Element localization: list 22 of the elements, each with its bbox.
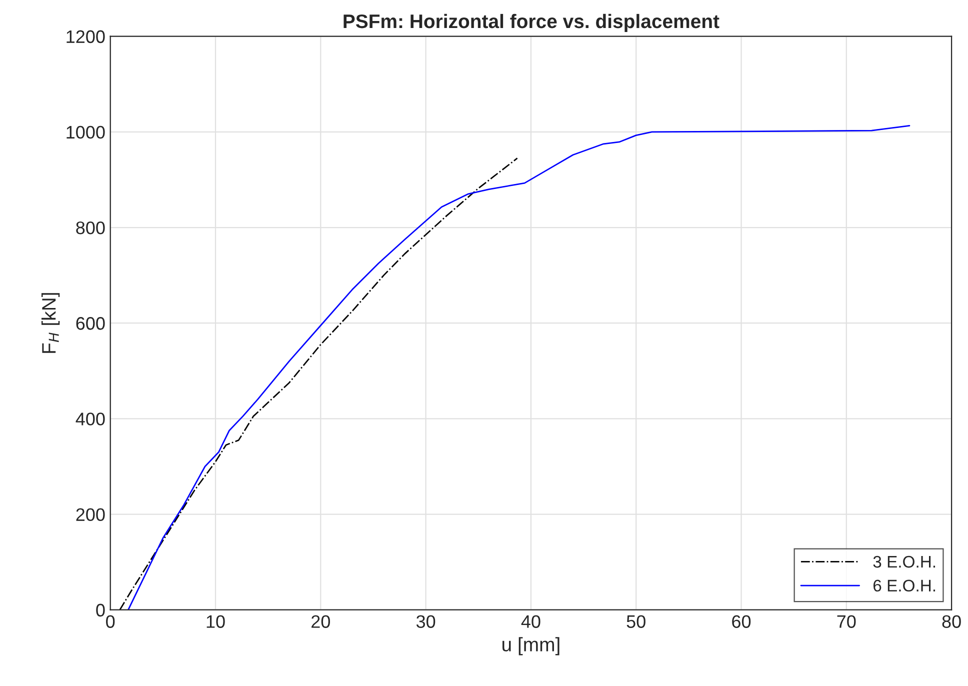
- line-series: [119, 158, 518, 610]
- x-axis-title: u [mm]: [502, 637, 560, 656]
- x-tick-label: 30: [416, 615, 436, 628]
- legend-label: 6 E.O.H.: [873, 580, 936, 592]
- y-tick-label: 0: [96, 604, 105, 617]
- x-tick-label: 20: [312, 615, 330, 628]
- y-tick-label: 1200: [66, 30, 105, 44]
- x-tick-label: 40: [521, 615, 540, 628]
- chart-title: PSFm: Horizontal force vs. displacement: [344, 14, 720, 32]
- y-tick-label: 600: [76, 317, 105, 330]
- x-tick-label: 0: [106, 615, 115, 628]
- y-tick-label: 1000: [66, 126, 105, 139]
- y-tick-label: 400: [76, 412, 105, 426]
- x-tick-label: 60: [732, 615, 751, 628]
- legend-label: 3 E.O.H.: [873, 556, 936, 568]
- x-tick-label: 10: [206, 615, 225, 628]
- y-axis-title: F$_{H}$ [kN]: [41, 293, 60, 353]
- y-tick-label: 200: [76, 508, 105, 521]
- x-tick-label: 50: [626, 615, 646, 628]
- x-tick-label: 70: [837, 615, 856, 628]
- x-tick-label: 80: [942, 615, 961, 628]
- y-tick-label: 800: [76, 221, 105, 234]
